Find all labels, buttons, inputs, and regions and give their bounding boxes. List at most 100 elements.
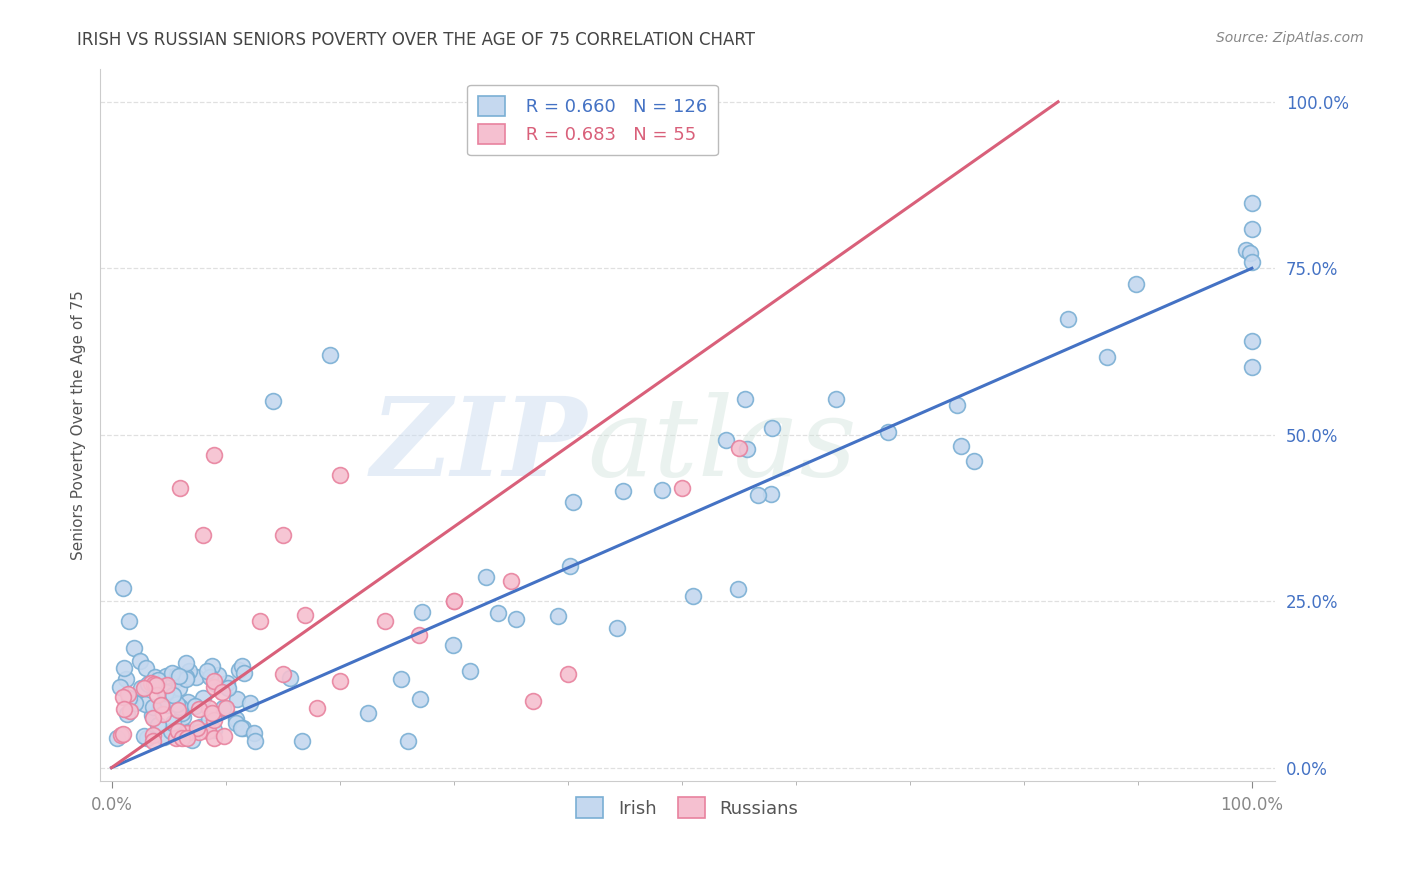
Point <box>166 697 188 711</box>
Point <box>558 559 581 574</box>
Point <box>232 721 254 735</box>
Point <box>174 672 197 686</box>
Point <box>132 681 155 695</box>
Point <box>211 701 233 715</box>
Point <box>396 734 419 748</box>
Point <box>174 670 197 684</box>
Point <box>734 392 756 406</box>
Point <box>167 681 190 696</box>
Point <box>170 706 193 720</box>
Text: Source: ZipAtlas.com: Source: ZipAtlas.com <box>1216 31 1364 45</box>
Point <box>557 667 579 681</box>
Point <box>714 434 737 448</box>
Point <box>136 676 159 690</box>
Point <box>357 706 380 720</box>
Point <box>169 699 191 714</box>
Point <box>162 716 184 731</box>
Point <box>1240 359 1263 374</box>
Point <box>110 728 132 742</box>
Point <box>152 707 174 722</box>
Point <box>443 594 465 608</box>
Point <box>198 700 221 714</box>
Point <box>561 494 583 508</box>
Point <box>305 700 328 714</box>
Point <box>441 639 464 653</box>
Point <box>118 691 141 706</box>
Point <box>271 527 294 541</box>
Point <box>202 680 225 694</box>
Point <box>160 665 183 680</box>
Point <box>1240 255 1263 269</box>
Point <box>143 670 166 684</box>
Point <box>1240 196 1263 211</box>
Point <box>671 481 693 495</box>
Point <box>162 688 184 702</box>
Point <box>202 713 225 727</box>
Point <box>1240 334 1263 349</box>
Point <box>278 671 301 685</box>
Point <box>172 710 194 724</box>
Point <box>139 676 162 690</box>
Point <box>262 394 284 409</box>
Point <box>458 664 481 678</box>
Point <box>1057 311 1080 326</box>
Point <box>176 726 198 740</box>
Point <box>115 672 138 686</box>
Point <box>217 676 239 690</box>
Point <box>214 700 236 714</box>
Point <box>118 704 141 718</box>
Point <box>204 723 226 738</box>
Point <box>117 614 139 628</box>
Text: ZIP: ZIP <box>371 392 588 500</box>
Point <box>197 724 219 739</box>
Point <box>761 420 783 434</box>
Point <box>200 670 222 684</box>
Point <box>228 663 250 677</box>
Point <box>155 685 177 699</box>
Point <box>225 692 247 706</box>
Text: IRISH VS RUSSIAN SENIORS POVERTY OVER THE AGE OF 75 CORRELATION CHART: IRISH VS RUSSIAN SENIORS POVERTY OVER TH… <box>77 31 755 49</box>
Point <box>190 721 212 735</box>
Point <box>486 606 509 620</box>
Point <box>231 659 253 673</box>
Point <box>389 672 412 686</box>
Point <box>249 614 271 628</box>
Point <box>1239 246 1261 260</box>
Point <box>200 658 222 673</box>
Point <box>211 684 233 698</box>
Point <box>107 731 129 746</box>
Point <box>129 681 152 696</box>
Point <box>156 698 179 713</box>
Point <box>202 674 225 689</box>
Point <box>1095 351 1118 365</box>
Point <box>111 581 134 595</box>
Point <box>231 721 253 735</box>
Point <box>612 484 634 499</box>
Point <box>142 677 165 691</box>
Point <box>132 729 155 743</box>
Point <box>145 678 167 692</box>
Point <box>179 664 201 678</box>
Point <box>174 656 197 670</box>
Point <box>156 678 179 692</box>
Point <box>505 612 527 626</box>
Point <box>408 692 430 706</box>
Point <box>135 661 157 675</box>
Point <box>1125 277 1147 291</box>
Point <box>165 731 187 746</box>
Point <box>129 654 152 668</box>
Point <box>727 441 749 455</box>
Point <box>186 721 208 735</box>
Point <box>141 708 163 723</box>
Point <box>142 711 165 725</box>
Point <box>155 686 177 700</box>
Point <box>176 731 198 746</box>
Point <box>949 439 972 453</box>
Point <box>160 723 183 738</box>
Point <box>148 673 170 688</box>
Point <box>294 607 316 622</box>
Point <box>112 661 135 675</box>
Point <box>166 703 188 717</box>
Point <box>166 668 188 682</box>
Point <box>1240 222 1263 236</box>
